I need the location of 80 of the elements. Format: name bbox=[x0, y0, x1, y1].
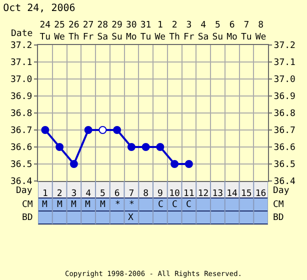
x2-tick-label: 12 bbox=[198, 188, 209, 199]
x2-tick-label: 16 bbox=[255, 188, 266, 199]
text: M bbox=[42, 200, 48, 210]
text: CM bbox=[22, 200, 33, 210]
x2-tick-label: 11 bbox=[184, 188, 194, 199]
x-tick-label: 2 Th bbox=[169, 20, 180, 42]
point bbox=[127, 143, 136, 151]
y-tick-label: 36.9 bbox=[10, 92, 32, 102]
x2-axis-title: Day bbox=[273, 186, 290, 196]
x2-tick-label: 3 bbox=[71, 188, 77, 199]
x-tick-label: 27 Fr bbox=[82, 20, 94, 42]
text: M bbox=[85, 200, 91, 210]
text: M bbox=[57, 200, 63, 210]
x2-tick-label: 5 bbox=[100, 188, 106, 199]
x-tick-label: 24 Tu bbox=[40, 20, 51, 42]
text: * bbox=[115, 200, 120, 210]
text: Day bbox=[16, 186, 32, 196]
x-tick-label: 6 Mo bbox=[226, 20, 238, 42]
x2-tick-label: 4 bbox=[86, 188, 92, 199]
text: C bbox=[172, 200, 178, 210]
x-tick-label: 5 Su bbox=[212, 20, 224, 42]
x-tick-label: 28 Sa bbox=[97, 20, 108, 42]
x-axis-title: Date bbox=[11, 29, 33, 39]
point bbox=[98, 126, 107, 134]
point bbox=[184, 160, 193, 168]
x2-tick-label: 2 bbox=[56, 188, 62, 199]
y-tick-label: 36.7 bbox=[10, 126, 32, 136]
y-tick-label: 37.2 bbox=[10, 41, 32, 52]
y2-tick-label: 37.2 bbox=[274, 41, 296, 52]
x2-tick-label: 7 bbox=[128, 188, 134, 199]
text: BD bbox=[273, 213, 284, 223]
text: C bbox=[158, 200, 164, 210]
y2-tick-label: 36.6 bbox=[274, 143, 296, 154]
point bbox=[70, 160, 78, 168]
y2-tick-label: 37.0 bbox=[274, 75, 296, 86]
text: BD bbox=[22, 213, 33, 223]
x-tick-label: 7 Tu bbox=[241, 20, 252, 42]
x-tick-label: 1 We bbox=[154, 20, 166, 42]
point bbox=[170, 160, 179, 168]
point bbox=[142, 143, 150, 151]
x2-tick-label: 10 bbox=[169, 188, 180, 199]
point bbox=[41, 126, 50, 134]
y2-tick-label: 36.9 bbox=[274, 92, 296, 102]
x-tick-label: 29 Su bbox=[112, 20, 122, 42]
y-tick-label: 36.8 bbox=[10, 109, 32, 120]
y-tick-label: 37.0 bbox=[10, 75, 32, 86]
text: M bbox=[100, 200, 106, 210]
y2-tick-label: 36.4 bbox=[274, 177, 296, 188]
x-tick-label: 26 Th bbox=[68, 20, 80, 42]
x-tick-label: 30 Mo bbox=[126, 20, 137, 42]
x2-tick-label: 13 bbox=[212, 188, 224, 199]
y2-tick-label: 36.7 bbox=[274, 126, 296, 136]
point bbox=[84, 126, 92, 134]
text: M bbox=[71, 200, 77, 210]
y-tick-label: 36.6 bbox=[10, 143, 32, 154]
point bbox=[113, 126, 122, 134]
y2-tick-label: 36.8 bbox=[274, 109, 296, 120]
text: X bbox=[128, 213, 134, 223]
x2-tick-label: 8 bbox=[143, 188, 149, 199]
x-tick-label: 4 Sa bbox=[198, 20, 209, 42]
x-tick-label: 25 We bbox=[54, 20, 65, 42]
text: CM bbox=[273, 200, 284, 210]
point bbox=[56, 143, 64, 151]
y2-tick-label: 36.5 bbox=[274, 160, 296, 170]
x-tick-label: 3 Fr bbox=[184, 20, 195, 42]
x-tick-label: 31 Tu bbox=[140, 20, 152, 42]
point bbox=[156, 143, 164, 151]
x2-tick-label: 9 bbox=[157, 188, 163, 199]
chart-title: Oct 24, 2006 bbox=[3, 3, 76, 14]
x-tick-label: 8 We bbox=[255, 20, 266, 42]
text: * bbox=[129, 200, 134, 210]
x2-tick-label: 14 bbox=[226, 188, 238, 199]
y-tick-label: 36.4 bbox=[10, 177, 32, 188]
x2-tick-label: 6 bbox=[114, 188, 120, 199]
y-tick-label: 36.5 bbox=[10, 160, 32, 170]
text: C bbox=[186, 200, 192, 210]
y-tick-label: 37.1 bbox=[10, 58, 32, 68]
x2-tick-label: 1 bbox=[42, 188, 48, 199]
x2-tick-label: 15 bbox=[241, 188, 252, 199]
y2-tick-label: 37.1 bbox=[274, 58, 296, 68]
